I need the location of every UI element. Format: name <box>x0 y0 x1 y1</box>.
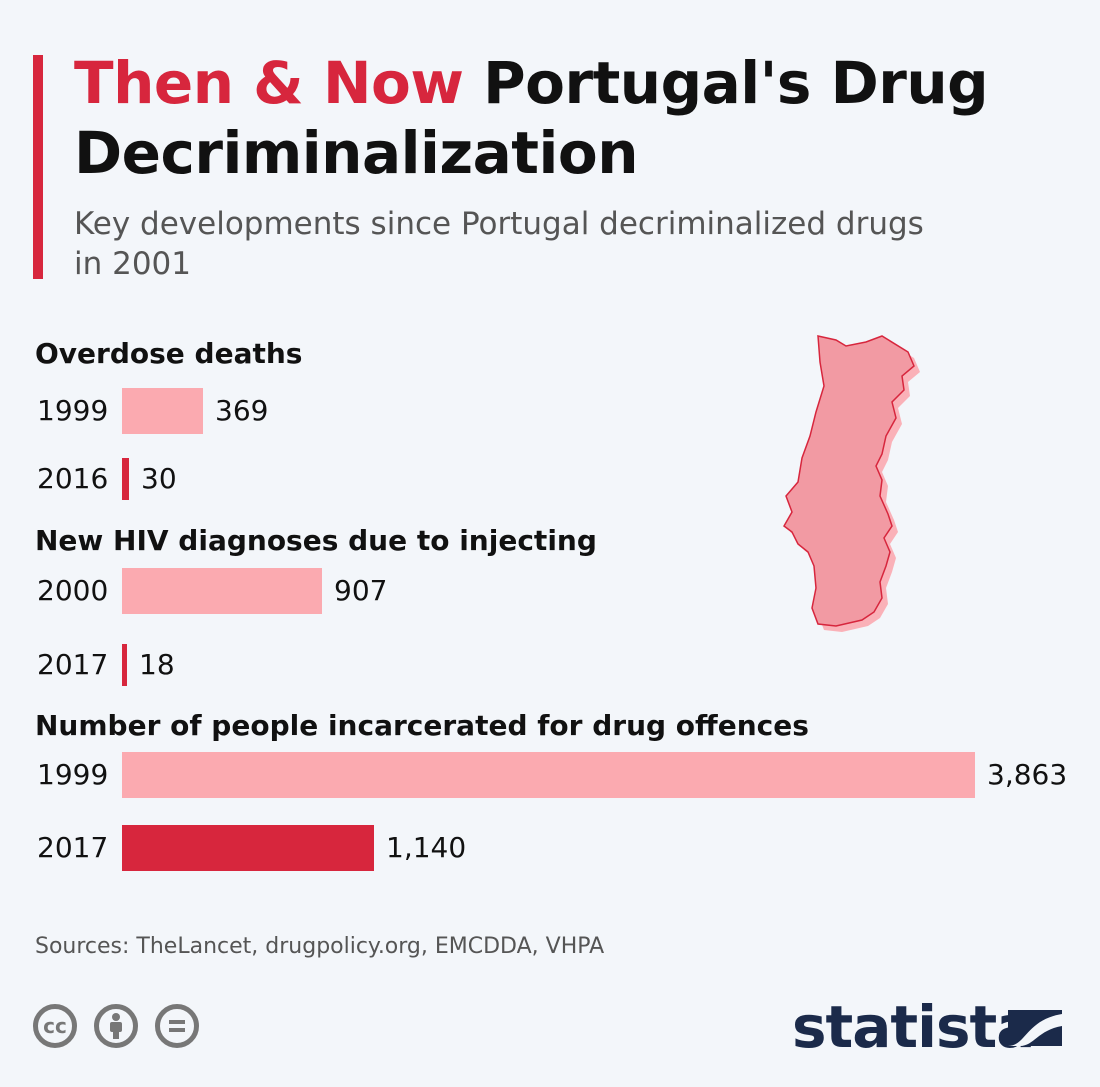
bar <box>122 458 129 500</box>
year-label: 2016 <box>37 462 109 495</box>
section-title: Number of people incarcerated for drug o… <box>35 709 809 742</box>
value-label: 18 <box>139 648 175 681</box>
bar <box>122 388 203 434</box>
bar <box>122 825 374 871</box>
section-title: New HIV diagnoses due to injecting <box>35 524 597 557</box>
license-icons: cc <box>33 1004 211 1048</box>
page-title: Then & Now Portugal's Drug Decriminaliza… <box>74 48 1034 188</box>
accent-bar <box>33 55 43 279</box>
title-highlight: Then & Now <box>74 49 464 117</box>
value-label: 907 <box>334 574 388 607</box>
bar <box>122 752 975 798</box>
subtitle: Key developments since Portugal decrimin… <box>74 206 924 282</box>
year-label: 2000 <box>37 574 109 607</box>
section-title: Overdose deaths <box>35 337 303 370</box>
brand-name: statista <box>792 993 1035 1061</box>
title-rest: Portugal's Drug Decriminalization <box>74 49 989 187</box>
attribution-icon <box>94 1004 139 1048</box>
no-derivatives-icon <box>155 1004 200 1048</box>
year-label: 1999 <box>37 394 109 427</box>
cc-icon: cc <box>33 1004 77 1048</box>
year-label: 1999 <box>37 758 109 791</box>
bar <box>122 568 322 614</box>
value-label: 1,140 <box>386 831 467 864</box>
value-label: 30 <box>141 462 177 495</box>
year-label: 2017 <box>37 648 109 681</box>
value-label: 369 <box>215 394 269 427</box>
bar <box>122 644 127 686</box>
year-label: 2017 <box>37 831 109 864</box>
portugal-map-icon <box>783 335 920 632</box>
value-label: 3,863 <box>987 758 1068 791</box>
sources-text: Sources: TheLancet, drugpolicy.org, EMCD… <box>35 934 605 959</box>
statista-logo-icon <box>1008 1010 1062 1046</box>
